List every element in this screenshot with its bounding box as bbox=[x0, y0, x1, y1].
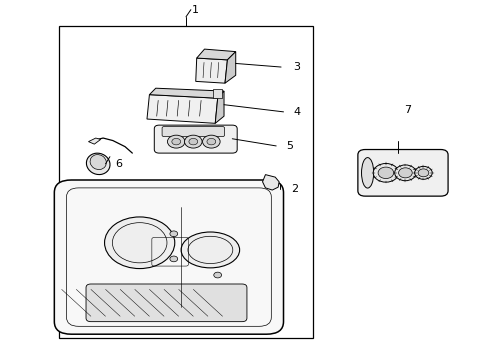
Circle shape bbox=[372, 163, 398, 182]
Text: 4: 4 bbox=[293, 107, 300, 117]
Text: 1: 1 bbox=[192, 5, 199, 15]
Polygon shape bbox=[88, 138, 101, 144]
Polygon shape bbox=[195, 58, 227, 83]
Circle shape bbox=[377, 167, 393, 179]
Circle shape bbox=[184, 135, 202, 148]
Polygon shape bbox=[262, 175, 279, 190]
Circle shape bbox=[394, 165, 415, 181]
Ellipse shape bbox=[361, 158, 373, 188]
Ellipse shape bbox=[181, 232, 239, 268]
Circle shape bbox=[171, 138, 180, 145]
Text: 3: 3 bbox=[293, 62, 300, 72]
Circle shape bbox=[414, 166, 431, 179]
Circle shape bbox=[202, 135, 220, 148]
FancyBboxPatch shape bbox=[357, 149, 447, 196]
Circle shape bbox=[206, 138, 215, 145]
Text: 6: 6 bbox=[115, 159, 122, 169]
Ellipse shape bbox=[90, 154, 106, 170]
Circle shape bbox=[213, 272, 221, 278]
Circle shape bbox=[167, 135, 184, 148]
Polygon shape bbox=[149, 88, 224, 98]
Text: 5: 5 bbox=[285, 141, 292, 151]
Circle shape bbox=[398, 168, 411, 178]
Text: 2: 2 bbox=[290, 184, 297, 194]
Circle shape bbox=[417, 169, 428, 177]
Bar bbox=[59, 26, 312, 338]
Circle shape bbox=[104, 217, 174, 269]
FancyBboxPatch shape bbox=[154, 125, 237, 153]
FancyBboxPatch shape bbox=[162, 127, 224, 136]
Circle shape bbox=[188, 138, 197, 145]
FancyBboxPatch shape bbox=[54, 180, 283, 334]
Polygon shape bbox=[224, 51, 235, 83]
Polygon shape bbox=[147, 95, 217, 123]
Text: 7: 7 bbox=[404, 105, 410, 116]
Ellipse shape bbox=[86, 153, 110, 175]
Circle shape bbox=[169, 256, 177, 262]
Polygon shape bbox=[215, 91, 224, 123]
Bar bbox=[212, 89, 221, 98]
FancyBboxPatch shape bbox=[86, 284, 246, 321]
Circle shape bbox=[169, 231, 177, 237]
Polygon shape bbox=[196, 49, 235, 60]
